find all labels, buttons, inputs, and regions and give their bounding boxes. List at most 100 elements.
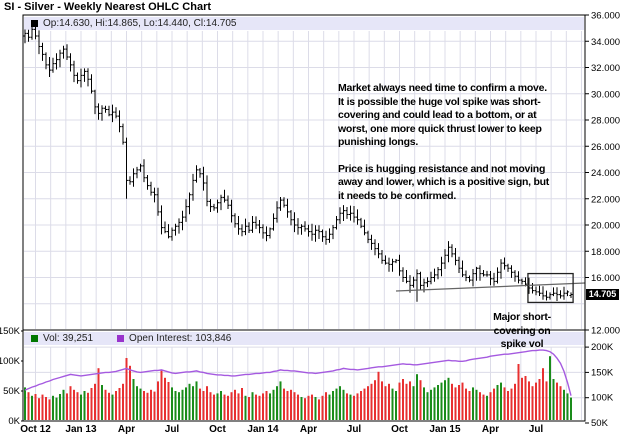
ohlc-bar xyxy=(502,257,507,270)
ohlc-bar xyxy=(436,267,440,280)
volume-panel-border xyxy=(22,329,586,422)
volume-bar xyxy=(188,383,191,420)
volume-bar xyxy=(97,368,100,420)
volume-bar xyxy=(129,365,131,420)
volume-bar xyxy=(528,381,530,420)
ohlc-bar xyxy=(369,234,374,250)
ohlc-bar xyxy=(184,199,188,222)
ohlc-bar xyxy=(215,199,220,213)
volume-bar xyxy=(157,381,159,420)
oi-axis-label: 200K xyxy=(591,342,614,353)
volume-bar xyxy=(402,379,404,420)
ohlc-bar xyxy=(170,227,174,241)
ohlc-bar xyxy=(229,199,234,223)
volume-bar xyxy=(321,395,324,420)
x-axis-label: Jan 13 xyxy=(65,424,97,435)
volume-bar xyxy=(363,388,366,420)
volume-bar xyxy=(388,383,390,420)
volume-bar xyxy=(300,397,303,420)
volume-bar xyxy=(90,388,93,420)
volume-bar xyxy=(171,387,173,420)
volume-bar xyxy=(185,387,187,420)
ohlc-bar xyxy=(121,123,125,145)
volume-bar xyxy=(76,392,79,420)
volume-bar xyxy=(101,385,103,420)
volume-bar xyxy=(181,389,184,420)
ohlc-bar xyxy=(138,163,143,172)
volume-bar xyxy=(276,386,278,420)
ohlc-bar xyxy=(107,105,111,117)
volume-bar xyxy=(269,393,271,420)
volume-bar xyxy=(38,398,40,420)
ohlc-bar xyxy=(408,275,412,293)
volume-bar xyxy=(192,386,194,420)
ohlc-bar xyxy=(152,187,157,203)
ohlc-bar xyxy=(194,165,199,183)
volume-bar xyxy=(398,382,401,420)
ohlc-bar xyxy=(96,103,101,120)
volume-bar xyxy=(381,381,383,420)
ohlc-bar xyxy=(292,212,297,233)
open-interest-legend-swatch-icon xyxy=(117,335,125,342)
volume-label: Vol: 39,251 xyxy=(43,333,94,344)
ohlc-bar xyxy=(254,216,258,229)
ohlc-bar xyxy=(481,270,486,277)
note-line: away and lower, which is a positive sign… xyxy=(338,176,550,188)
ohlc-bar xyxy=(303,221,307,232)
volume-bar xyxy=(552,379,555,420)
ohlc-bar xyxy=(341,205,346,221)
ohlc-bar xyxy=(131,168,136,187)
ohlc-bar xyxy=(177,218,181,234)
ohlc-bar xyxy=(58,49,62,68)
ohlc-bar xyxy=(124,137,129,199)
price-axis-label: 12.000 xyxy=(591,326,620,337)
ohlc-bar xyxy=(474,266,479,281)
ohlc-bar xyxy=(61,45,66,59)
ohlc-bar xyxy=(551,287,556,297)
volume-bar xyxy=(517,364,520,420)
ohlc-bar xyxy=(565,290,570,297)
ohlc-bar xyxy=(495,267,500,284)
ohlc-bar xyxy=(394,259,398,264)
note-line: It is possible the huge vol spike was sh… xyxy=(338,95,541,108)
volume-bar xyxy=(237,393,240,420)
volume-bars xyxy=(24,356,572,420)
volume-bar xyxy=(451,383,453,420)
x-axis-label: Oct xyxy=(391,424,408,435)
volume-bar xyxy=(566,393,569,420)
ohlc-bar xyxy=(159,205,164,235)
volume-bar xyxy=(489,392,492,420)
ohlc-bar xyxy=(33,22,38,40)
volume-bar xyxy=(416,374,418,420)
volume-bar xyxy=(48,399,51,420)
volume-bar xyxy=(209,392,212,420)
ohlc-bar xyxy=(310,223,314,241)
volume-bar xyxy=(216,393,219,420)
ohlc-bar xyxy=(376,243,381,259)
ohlc-bar xyxy=(443,249,447,269)
volume-bar xyxy=(52,395,54,420)
ohlc-bar xyxy=(541,286,545,300)
ohlc-bar xyxy=(156,187,160,216)
x-axis-label: Jan 14 xyxy=(247,424,279,435)
ohlc-bar xyxy=(352,206,356,223)
volume-bar xyxy=(164,377,166,420)
volume-bar xyxy=(80,394,82,420)
price-axis-label: 22.000 xyxy=(591,194,620,205)
ohlc-bar xyxy=(418,271,423,291)
volume-bar xyxy=(104,389,107,420)
volume-bar xyxy=(465,388,467,420)
x-axis-label: Oct xyxy=(209,424,226,435)
price-axis-label: 34.000 xyxy=(591,37,620,48)
volume-bar xyxy=(475,389,478,420)
volume-bar xyxy=(143,391,145,420)
ohlc-bar xyxy=(429,271,433,285)
ohlc-bar xyxy=(492,272,496,286)
analysis-note: Market always need time to confirm a mov… xyxy=(338,82,549,203)
note-line: Market always need time to confirm a mov… xyxy=(338,82,547,94)
price-legend-strip: Op:14.630, Hi:14.865, Lo:14.440, Cl:14.7… xyxy=(24,17,584,30)
open-interest-label: Open Interest: 103,846 xyxy=(129,333,232,344)
ohlc-bar xyxy=(296,218,300,235)
ohlc-bar xyxy=(54,53,59,70)
volume-bar xyxy=(370,383,373,420)
